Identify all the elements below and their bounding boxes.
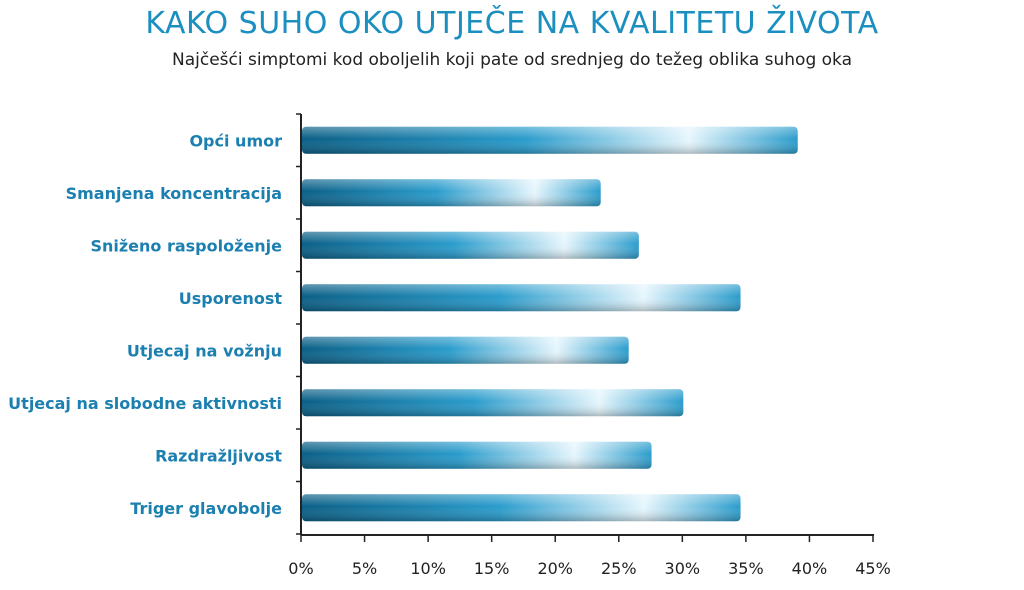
category-label: Opći umor xyxy=(189,131,282,150)
category-label: Razdražljivost xyxy=(155,446,282,465)
chart-title: KAKO SUHO OKO UTJEČE NA KVALITETU ŽIVOTA xyxy=(145,6,879,41)
x-tick-label: 40% xyxy=(792,559,828,578)
axes xyxy=(296,113,874,542)
x-tick-label: 25% xyxy=(601,559,637,578)
x-tick-label: 10% xyxy=(410,559,446,578)
x-tick-label: 30% xyxy=(665,559,701,578)
bar-shading xyxy=(302,441,652,469)
x-tick-label: 5% xyxy=(352,559,377,578)
x-tick-label: 15% xyxy=(474,559,510,578)
category-label: Smanjena koncentracija xyxy=(66,184,282,203)
bar-shading xyxy=(302,231,639,259)
x-tick-label: 0% xyxy=(288,559,313,578)
bar-shading xyxy=(302,126,798,154)
category-label: Usporenost xyxy=(179,289,283,308)
category-label: Triger glavobolje xyxy=(130,499,282,518)
category-label: Sniženo raspoloženje xyxy=(90,236,282,255)
bar-shading xyxy=(302,336,629,364)
category-label: Utjecaj na vožnju xyxy=(127,341,282,360)
bar-shading xyxy=(302,284,741,312)
category-label: Utjecaj na slobodne aktivnosti xyxy=(8,394,282,413)
bar-shading xyxy=(302,494,741,522)
chart-subtitle: Najčešći simptomi kod oboljelih koji pat… xyxy=(172,50,852,70)
x-tick-label: 35% xyxy=(728,559,764,578)
bars xyxy=(302,126,798,522)
category-labels: Opći umor Smanjena koncentracija Sniženo r… xyxy=(8,131,282,518)
bar-shading xyxy=(302,389,684,417)
tick-labels: 0% 5% 10% 15% 20% 25% 30% 35% 40% 45% xyxy=(288,559,890,578)
x-tick-label: 20% xyxy=(537,559,573,578)
x-tick-label: 45% xyxy=(855,559,891,578)
bar-shading xyxy=(302,179,601,207)
